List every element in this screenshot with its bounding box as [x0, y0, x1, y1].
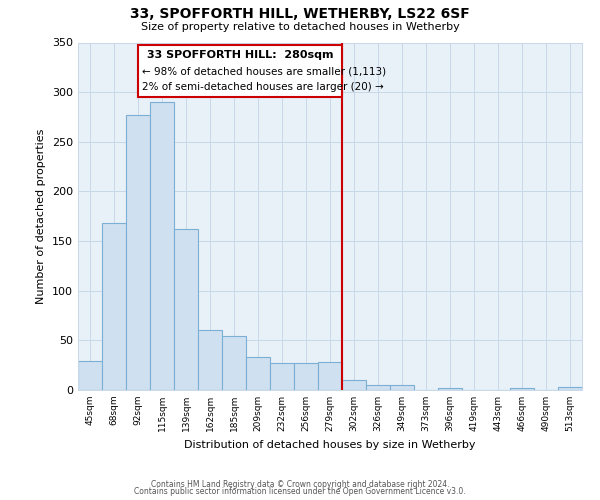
- Bar: [294, 363, 318, 390]
- Bar: [558, 387, 582, 390]
- Bar: [150, 102, 174, 390]
- Bar: [126, 115, 150, 390]
- Bar: [174, 229, 198, 390]
- Bar: [342, 380, 366, 390]
- Text: Contains public sector information licensed under the Open Government Licence v3: Contains public sector information licen…: [134, 487, 466, 496]
- Bar: [246, 357, 270, 390]
- Text: 33, SPOFFORTH HILL, WETHERBY, LS22 6SF: 33, SPOFFORTH HILL, WETHERBY, LS22 6SF: [130, 8, 470, 22]
- Text: ← 98% of detached houses are smaller (1,113): ← 98% of detached houses are smaller (1,…: [142, 66, 386, 76]
- Text: 2% of semi-detached houses are larger (20) →: 2% of semi-detached houses are larger (2…: [142, 82, 383, 92]
- Bar: [198, 330, 222, 390]
- Bar: [222, 336, 246, 390]
- Bar: [138, 46, 342, 97]
- Text: Contains HM Land Registry data © Crown copyright and database right 2024.: Contains HM Land Registry data © Crown c…: [151, 480, 449, 489]
- Bar: [270, 363, 294, 390]
- Text: 33 SPOFFORTH HILL:  280sqm: 33 SPOFFORTH HILL: 280sqm: [147, 50, 333, 60]
- Bar: [78, 361, 102, 390]
- X-axis label: Distribution of detached houses by size in Wetherby: Distribution of detached houses by size …: [184, 440, 476, 450]
- Bar: [102, 223, 126, 390]
- Bar: [390, 385, 414, 390]
- Text: Size of property relative to detached houses in Wetherby: Size of property relative to detached ho…: [140, 22, 460, 32]
- Bar: [510, 388, 534, 390]
- Bar: [366, 385, 390, 390]
- Y-axis label: Number of detached properties: Number of detached properties: [37, 128, 46, 304]
- Bar: [318, 362, 342, 390]
- Bar: [438, 388, 462, 390]
